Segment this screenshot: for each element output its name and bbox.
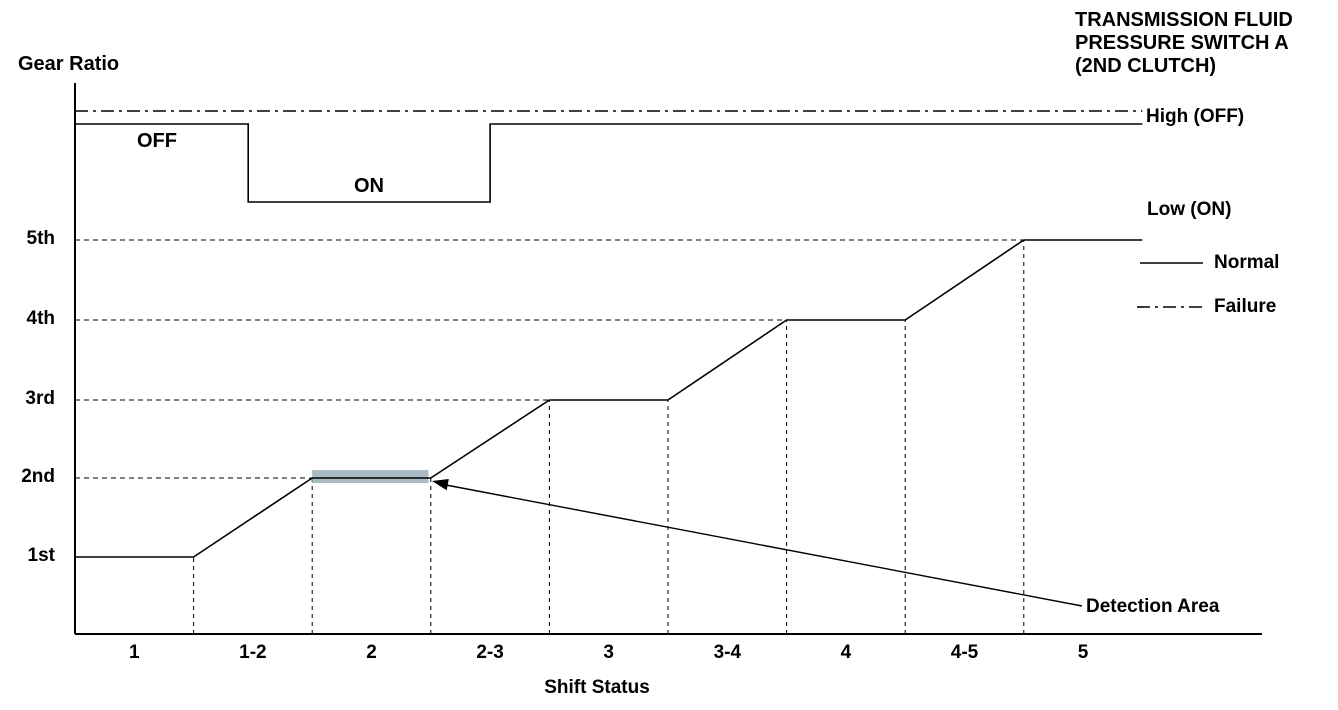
y-tick-label: 4th: [26, 308, 56, 329]
high-off-label: High (OFF): [1146, 106, 1245, 127]
x-tick-label: 5: [1077, 642, 1089, 663]
switch-off-label: OFF: [137, 130, 177, 152]
legend-failure-label: Failure: [1214, 296, 1277, 317]
detection-area-label: Detection Area: [1086, 596, 1220, 617]
x-tick-label: 1: [129, 642, 140, 663]
x-tick-label: 4-5: [950, 642, 979, 663]
detection-arrow-line: [445, 484, 1083, 607]
y-axis-title: Gear Ratio: [18, 53, 120, 75]
x-axis-title: Shift Status: [544, 677, 650, 698]
x-tick-label: 1-2: [239, 642, 267, 663]
y-tick-label: 5th: [26, 228, 56, 249]
low-on-label: Low (ON): [1147, 199, 1232, 220]
x-tick-label: 2-3: [476, 642, 504, 663]
legend-normal-label: Normal: [1214, 252, 1280, 273]
chart-title-line: PRESSURE SWITCH A: [1075, 32, 1289, 54]
chart-title-line: TRANSMISSION FLUID: [1075, 9, 1293, 31]
x-tick-label: 3-4: [713, 642, 742, 663]
switch-on-label: ON: [354, 175, 384, 197]
y-tick-label: 1st: [27, 545, 55, 566]
detection-arrow-head: [432, 479, 449, 491]
x-tick-label: 4: [840, 642, 852, 663]
detection-area: [312, 470, 429, 483]
y-tick-label: 2nd: [21, 466, 55, 487]
switch-signal-trace: [75, 123, 1143, 203]
chart-title-line: (2ND CLUTCH): [1075, 55, 1217, 77]
y-tick-label: 3rd: [25, 388, 55, 409]
chart-title: TRANSMISSION FLUID PRESSURE SWITCH A (2N…: [1075, 9, 1293, 78]
x-tick-label: 2: [366, 642, 377, 663]
gear-ratio-trace: [75, 239, 1143, 558]
x-tick-label: 3: [603, 642, 614, 663]
